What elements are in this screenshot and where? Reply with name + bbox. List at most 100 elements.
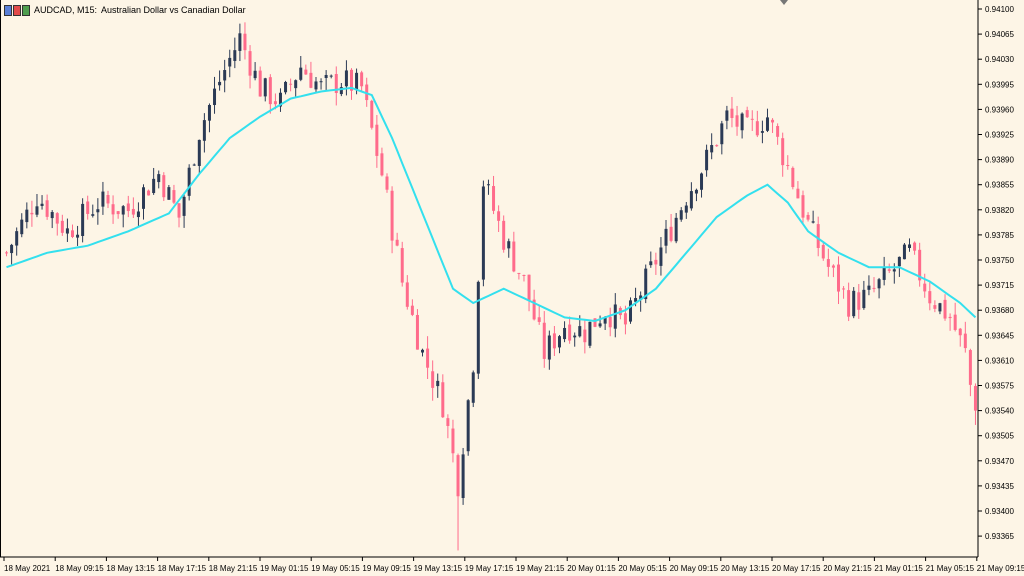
candle-body (284, 81, 288, 93)
candle-body (913, 242, 917, 251)
candle-body (410, 305, 414, 315)
candle-body (725, 110, 729, 121)
candle-body (289, 83, 293, 85)
candle-body (5, 252, 9, 254)
y-tick-label: 0.93820 (985, 206, 1014, 215)
candle-body (811, 221, 815, 223)
candle-body (831, 265, 835, 268)
candle-body (121, 206, 125, 215)
candle-body (745, 110, 749, 118)
candle-body (177, 203, 181, 218)
candle-body (801, 195, 805, 218)
y-tick-label: 0.93575 (985, 382, 1014, 391)
candle-body (91, 214, 95, 216)
candle-body (476, 281, 480, 374)
candle-body (755, 121, 759, 136)
candle-body (436, 380, 440, 387)
y-tick-label: 0.93505 (985, 432, 1014, 441)
candle-body (360, 72, 364, 87)
x-tick-label: 19 May 17:15 (465, 564, 514, 573)
x-tick-label: 19 May 05:15 (311, 564, 360, 573)
candle-body (263, 78, 267, 97)
candle-body (167, 187, 171, 200)
candle-body (344, 70, 348, 87)
candle-body (147, 190, 151, 196)
candle-body (187, 167, 191, 196)
candle-body (329, 75, 333, 77)
candle-body (730, 108, 734, 118)
y-tick-label: 0.93750 (985, 256, 1014, 265)
candle-body (380, 153, 384, 176)
candle-body (679, 210, 683, 220)
candle-body (238, 33, 242, 51)
candle-body (547, 335, 551, 360)
candle-body (644, 268, 648, 300)
candle-body (629, 300, 633, 322)
candle-body (192, 164, 196, 166)
candle-body (349, 69, 353, 91)
candle-body (821, 244, 825, 259)
candle-body (421, 349, 425, 353)
candle-body (253, 70, 257, 79)
candle-body (96, 209, 100, 213)
x-tick-label: 20 May 01:15 (567, 564, 616, 573)
candle-body (522, 274, 526, 276)
candle-body (537, 317, 541, 322)
candle-body (461, 454, 465, 499)
y-tick-label: 0.93925 (985, 131, 1014, 140)
candle-body (10, 244, 14, 254)
candle-body (826, 259, 830, 267)
candle-body (197, 139, 201, 166)
candle-body (182, 196, 186, 216)
candle-body (765, 117, 769, 131)
candle-body (603, 317, 607, 324)
candle-body (593, 318, 597, 327)
candle-body (162, 175, 166, 198)
candle-body (233, 50, 237, 61)
candle-body (268, 77, 272, 105)
candle-body (136, 211, 140, 218)
candle-body (35, 206, 39, 215)
candle-body (583, 329, 587, 343)
candle-body (563, 327, 567, 340)
candle-body (81, 203, 85, 236)
candle-body (786, 165, 790, 167)
candle-body (405, 282, 409, 307)
candle-body (552, 333, 556, 349)
candle-body (659, 247, 663, 266)
y-tick-label: 0.93785 (985, 231, 1014, 240)
candle-body (471, 372, 475, 403)
candle-body (760, 131, 764, 133)
candle-body (20, 219, 24, 235)
shift-marker-icon[interactable] (780, 0, 788, 5)
candle-body (207, 105, 211, 121)
candle-body (507, 241, 511, 249)
candle-body (608, 316, 612, 328)
y-tick-label: 0.93715 (985, 281, 1014, 290)
x-tick-label: 20 May 09:15 (670, 564, 719, 573)
candle-body (664, 228, 668, 246)
chart-description: Australian Dollar vs Canadian Dollar (101, 5, 246, 15)
candle-body (588, 321, 592, 346)
y-tick-label: 0.93890 (985, 156, 1014, 165)
candle-body (720, 123, 724, 145)
candle-body (415, 314, 419, 350)
x-tick-label: 21 May 09:15 (977, 564, 1024, 573)
candle-body (131, 208, 135, 215)
candle-body (852, 290, 856, 317)
candle-body (213, 88, 217, 106)
candle-body (669, 226, 673, 241)
candle-body (334, 74, 338, 94)
candle-body (492, 186, 496, 211)
candle-body (700, 173, 704, 190)
candle-body (50, 212, 54, 219)
candle-body (963, 333, 967, 349)
candle-body (847, 290, 851, 317)
candle-body (400, 248, 404, 283)
candle-body (578, 326, 582, 337)
candle-body (30, 212, 34, 215)
candle-body (40, 203, 44, 206)
x-tick-label: 20 May 05:15 (618, 564, 667, 573)
y-tick-label: 0.94100 (985, 5, 1014, 14)
